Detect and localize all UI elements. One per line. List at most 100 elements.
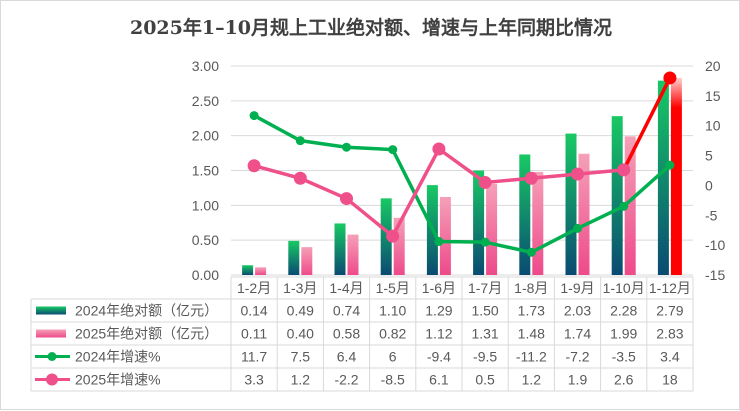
data-table-cell: 1.12: [425, 326, 452, 342]
bar-2024-absolute: [380, 198, 392, 275]
point-2024-growth: [342, 142, 351, 152]
line-segment-2024: [252, 113, 303, 143]
line-segment-2024: [483, 240, 534, 255]
bar-2024-absolute: [473, 170, 485, 275]
data-table-cell: 1.48: [518, 326, 545, 342]
line-segment-2025: [529, 172, 580, 181]
data-table-cell: 6.4: [337, 349, 357, 365]
point-2025-growth: [617, 163, 631, 177]
data-table-cell: 6.1: [429, 372, 449, 388]
point-2025-growth: [247, 159, 261, 173]
data-table-cell: 1.73: [518, 303, 545, 319]
line-segment-2025: [344, 196, 395, 238]
bar-2024-absolute: [519, 154, 531, 275]
data-table-cell: 1.10: [379, 303, 406, 319]
bar-2025-absolute: [670, 77, 682, 276]
point-2025-growth: [293, 171, 307, 185]
data-table-cell: 0.11: [241, 326, 267, 342]
line-segment-2024: [298, 138, 349, 149]
data-table-cell: 0.74: [333, 303, 360, 319]
point-2024-growth: [295, 136, 305, 146]
data-table-cell: 1.74: [564, 326, 591, 342]
legend-label: 2024年增速%: [75, 349, 161, 365]
point-2024-growth: [619, 201, 629, 211]
right-tick-label: 15: [705, 88, 721, 104]
left-tick-label: 2.50: [192, 93, 219, 109]
point-2024-growth: [480, 237, 490, 247]
bar-2025-absolute: [301, 247, 313, 275]
data-table-cell: -11.2: [516, 349, 547, 365]
point-2025-growth: [478, 175, 492, 189]
right-tick-label: -15: [705, 267, 725, 283]
line-segment-2025: [252, 163, 303, 181]
right-tick-label: -5: [705, 207, 718, 223]
right-tick-label: 0: [705, 177, 713, 193]
left-tick-label: 1.00: [192, 197, 219, 213]
data-table-cell: 1.2: [522, 372, 542, 388]
data-table-cell: 0.14: [240, 303, 267, 319]
line-segment-2024: [529, 226, 580, 255]
point-2024-growth: [665, 160, 675, 170]
data-table-cell: 2.28: [610, 303, 637, 319]
bar-2024-absolute: [242, 265, 254, 275]
data-table-cell: 0.40: [287, 326, 314, 342]
point-2025-growth: [386, 229, 400, 243]
bar-2025-absolute: [578, 153, 590, 275]
point-2025-growth: [340, 192, 353, 206]
legend-key-marker: [47, 352, 57, 361]
bar-2025-absolute: [393, 217, 405, 275]
left-tick-label: 3.00: [192, 58, 219, 74]
data-table-cell: 6: [389, 349, 397, 365]
category-label: 1-10月: [603, 280, 645, 296]
line-segment-2025: [390, 147, 441, 238]
point-2024-growth: [388, 145, 398, 155]
line-segment-2025: [575, 168, 626, 176]
data-table-cell: -3.5: [612, 349, 636, 365]
bar-2024-absolute: [657, 80, 669, 275]
data-table-cell: 7.5: [291, 349, 311, 365]
left-tick-label: 1.50: [192, 163, 219, 179]
data-table-cell: 0.82: [379, 326, 406, 342]
data-table-cell: 1.9: [568, 372, 588, 388]
legend-label: 2025年绝对额（亿元）: [75, 326, 218, 342]
right-tick-label: 20: [705, 58, 721, 74]
data-table-cell: 1.2: [291, 372, 311, 388]
line-segment-2025: [437, 147, 487, 185]
left-tick-label: 2.00: [192, 128, 219, 144]
line-segment-2024: [437, 239, 487, 244]
point-2024-growth: [573, 223, 582, 233]
right-tick-label: 5: [705, 148, 713, 164]
line-segment-2025: [483, 176, 534, 185]
point-2025-growth: [571, 167, 584, 181]
point-2025-growth: [663, 71, 677, 85]
bar-2025-absolute: [532, 171, 544, 275]
data-table-cell: 3.3: [244, 372, 264, 388]
left-tick-label: 0.50: [192, 232, 219, 248]
legend-label: 2025年增速%: [75, 372, 161, 388]
data-table-cell: -2.2: [334, 372, 358, 388]
line-segment-2025: [621, 76, 672, 172]
bar-2024-absolute: [288, 240, 300, 275]
data-table-cell: 18: [662, 372, 678, 388]
legend-key-marker: [46, 373, 58, 386]
data-table-cell: 0.58: [333, 326, 360, 342]
point-2024-growth: [526, 247, 536, 257]
data-table-cell: 2.83: [656, 326, 683, 342]
right-tick-label: 10: [705, 118, 721, 134]
legend-key-2025年绝对额（亿元）: [36, 329, 66, 338]
category-label: 1-7月: [468, 280, 502, 296]
left-tick-label: 0.00: [192, 267, 219, 283]
point-2025-growth: [432, 142, 446, 156]
category-label: 1-4月: [329, 280, 363, 296]
right-tick-label: -10: [705, 237, 725, 253]
data-table-cell: -8.5: [381, 372, 405, 388]
data-table-cell: 11.7: [241, 349, 267, 365]
category-label: 1-12月: [649, 280, 691, 296]
legend-label: 2024年绝对额（亿元）: [75, 303, 218, 319]
category-label: 1-6月: [422, 280, 456, 296]
bar-2025-absolute: [347, 234, 359, 275]
line-segment-2024: [575, 204, 626, 231]
category-label: 1-8月: [514, 280, 548, 296]
